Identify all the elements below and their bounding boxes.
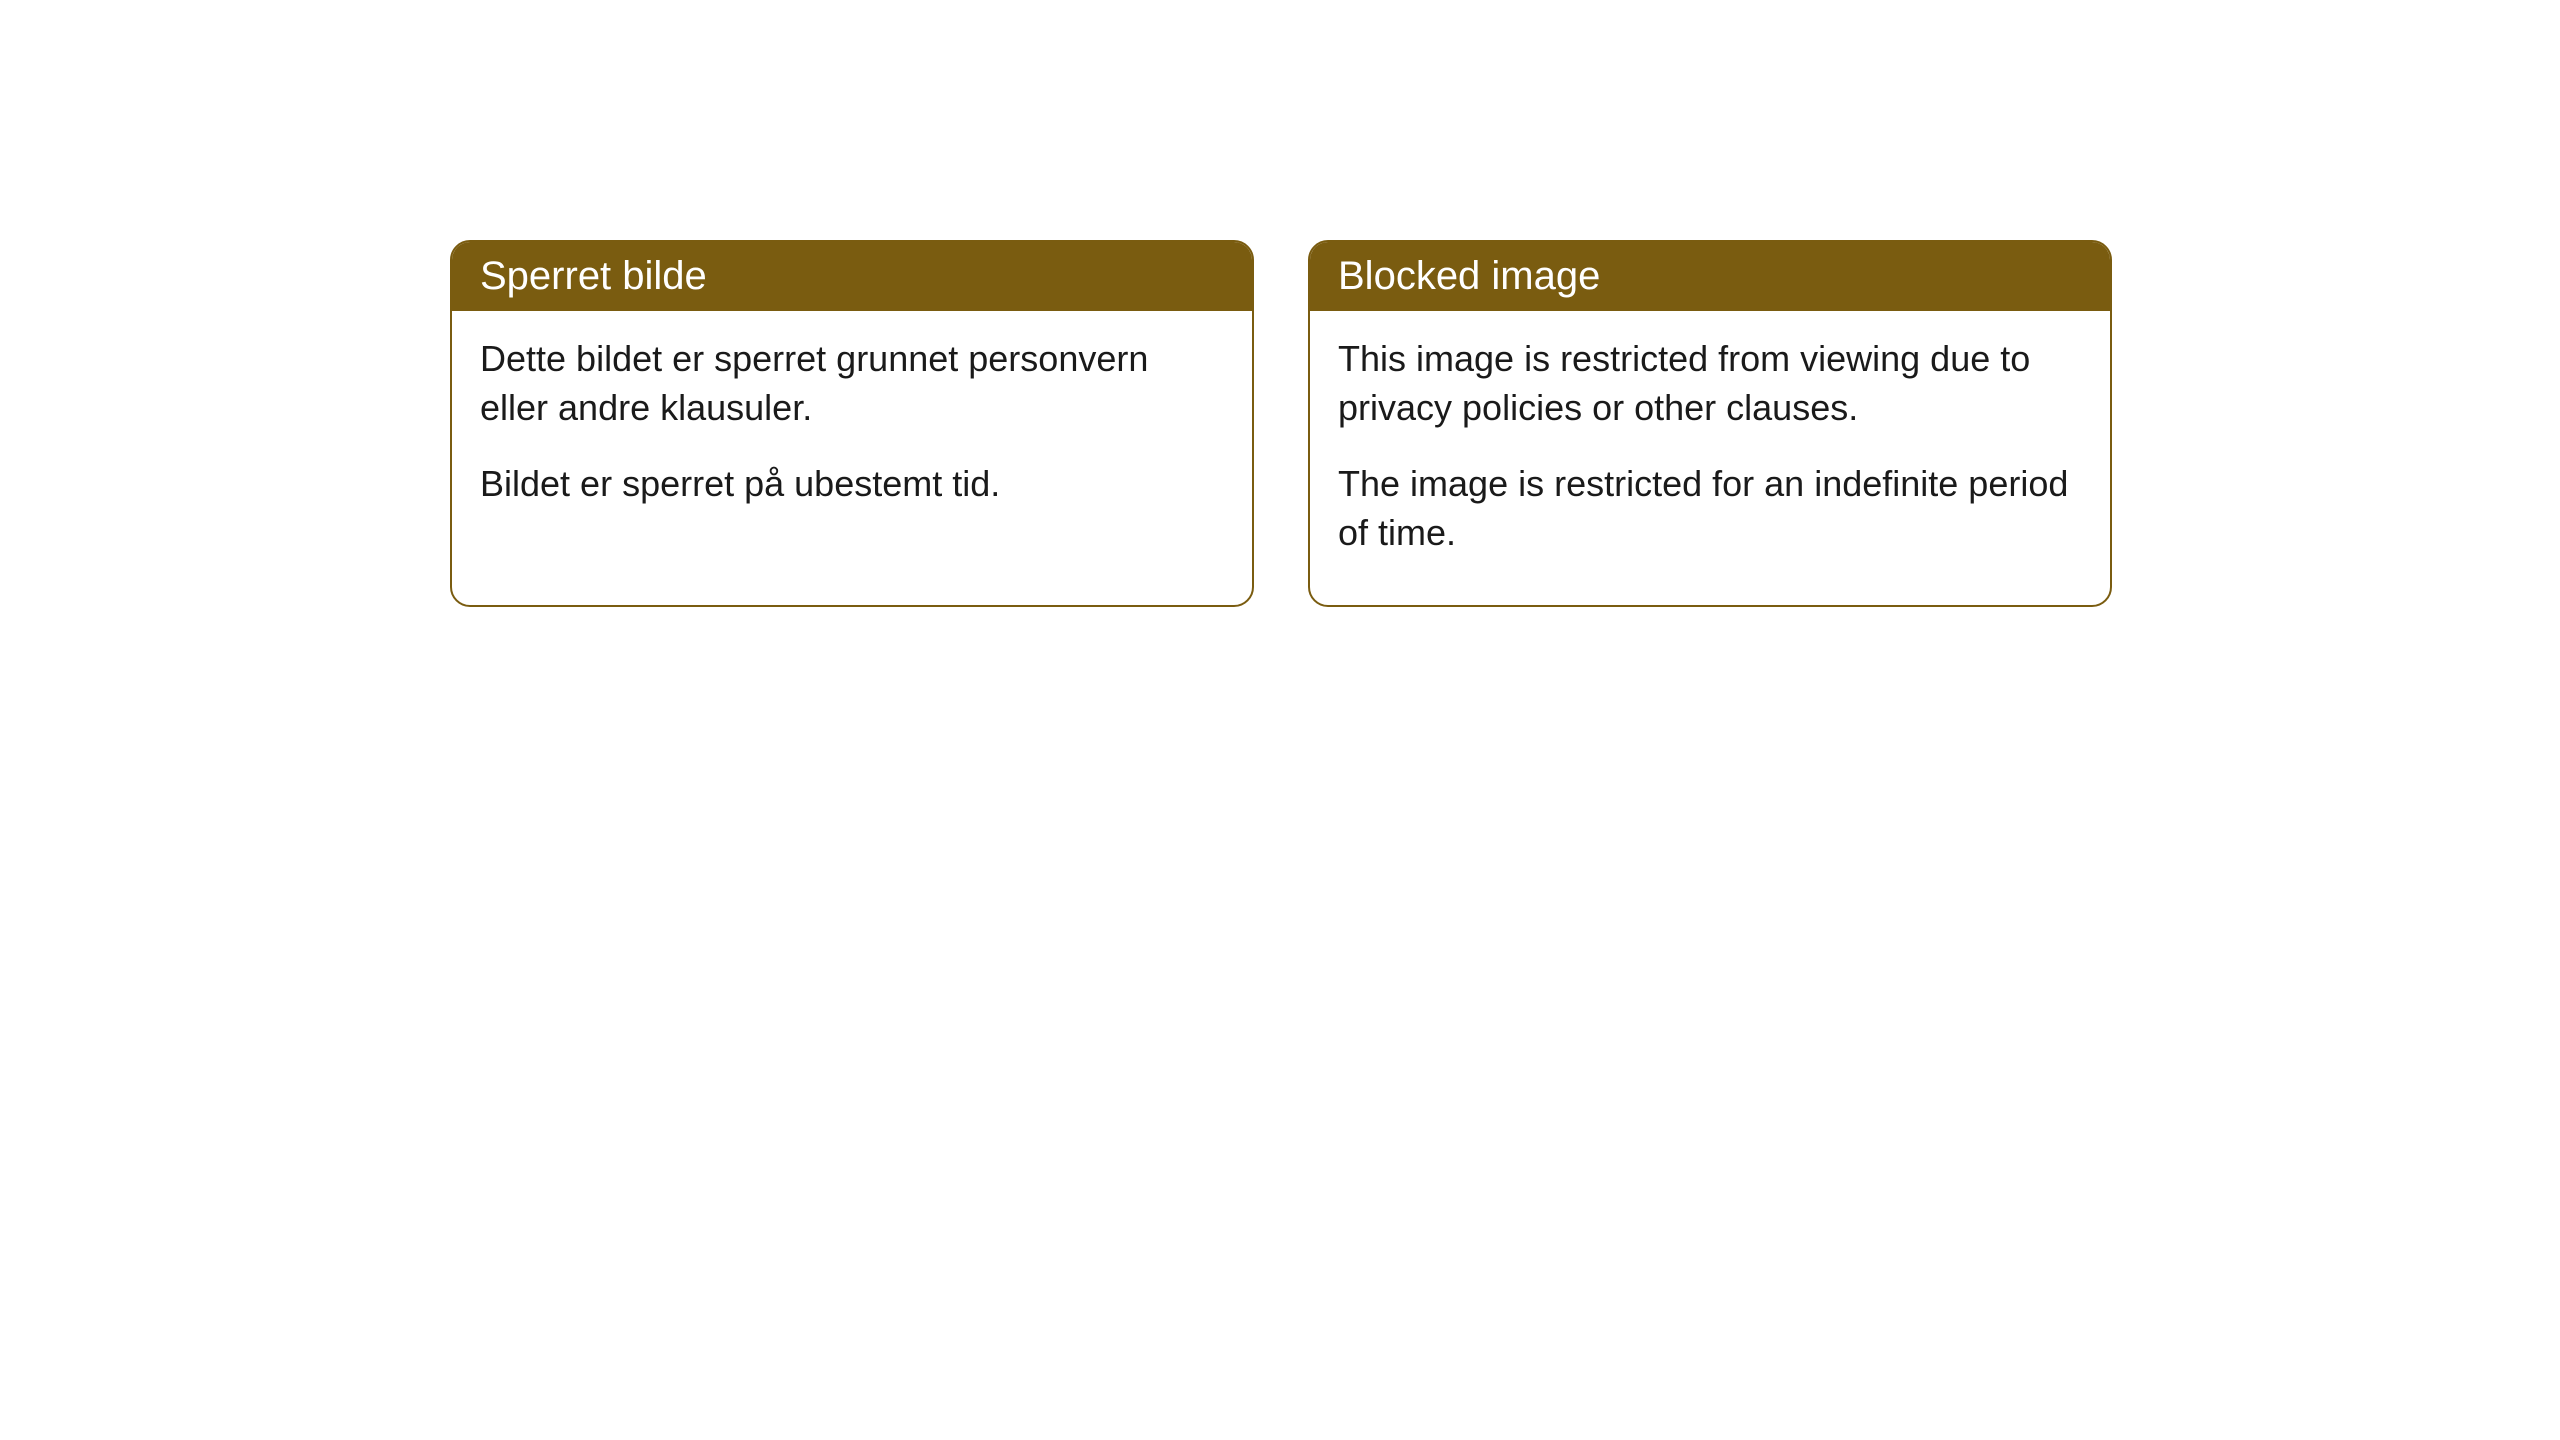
card-paragraph: This image is restricted from viewing du…	[1338, 335, 2082, 432]
card-title: Sperret bilde	[480, 254, 707, 298]
notice-card-norwegian: Sperret bilde Dette bildet er sperret gr…	[450, 240, 1254, 607]
notice-card-english: Blocked image This image is restricted f…	[1308, 240, 2112, 607]
card-body: This image is restricted from viewing du…	[1310, 311, 2110, 605]
card-paragraph: The image is restricted for an indefinit…	[1338, 460, 2082, 557]
card-header: Sperret bilde	[452, 242, 1252, 311]
card-paragraph: Bildet er sperret på ubestemt tid.	[480, 460, 1224, 509]
card-body: Dette bildet er sperret grunnet personve…	[452, 311, 1252, 557]
notice-cards-container: Sperret bilde Dette bildet er sperret gr…	[450, 240, 2112, 607]
card-paragraph: Dette bildet er sperret grunnet personve…	[480, 335, 1224, 432]
card-header: Blocked image	[1310, 242, 2110, 311]
card-title: Blocked image	[1338, 254, 1600, 298]
